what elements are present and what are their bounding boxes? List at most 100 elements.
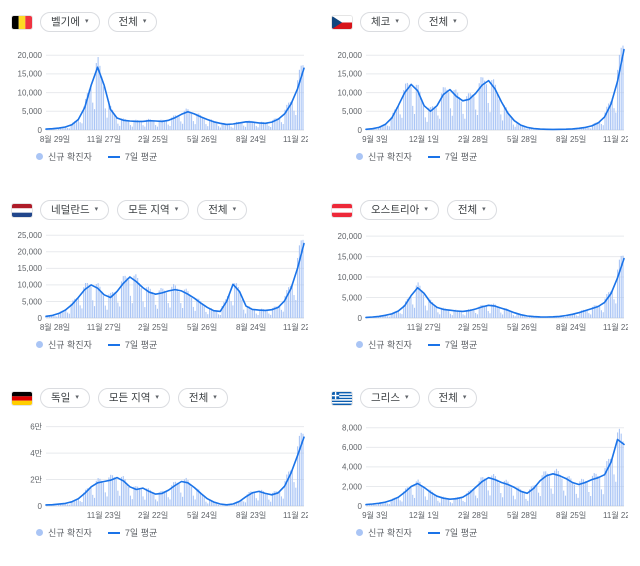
legend-7day-avg-label: 7일 평균 bbox=[124, 528, 158, 538]
new-cases-dot-icon bbox=[356, 153, 363, 160]
scope-dropdown[interactable]: 전체 ▾ bbox=[177, 387, 228, 409]
dropdown-label: 전체 bbox=[188, 391, 209, 404]
daily-cases-bars bbox=[45, 432, 304, 506]
dropdown-label: 전체 bbox=[208, 203, 228, 216]
y-axis-label: 10,000 bbox=[338, 273, 363, 282]
chart-controls: 벨기에 ▾ 전체 ▾ bbox=[12, 10, 308, 34]
country-dropdown[interactable]: 오스트리아 ▾ bbox=[360, 199, 439, 221]
chevron-down-icon: ▾ bbox=[395, 17, 399, 25]
chart-panel-czechia: 체코 ▾ 전체 ▾ 20,000 15,000 10,000 5,000 0 9월 3일 12월 1… bbox=[320, 0, 640, 188]
scope-dropdown[interactable]: 전체 ▾ bbox=[417, 11, 468, 33]
scope-dropdown[interactable]: 전체 ▾ bbox=[427, 387, 478, 409]
x-axis-label: 2월 25일 bbox=[458, 322, 488, 332]
legend-new-cases-label: 신규 확진자 bbox=[368, 152, 412, 162]
cases-chart[interactable]: 25,000 20,000 15,000 10,000 5,000 08월 28일 11월 … bbox=[12, 226, 308, 336]
y-axis-label: 0 bbox=[358, 126, 363, 135]
legend-new-cases: 신규 확진자 bbox=[356, 526, 412, 539]
country-dropdown[interactable]: 체코 ▾ bbox=[360, 11, 410, 33]
new-cases-dot-icon bbox=[36, 529, 43, 536]
legend-7day-avg-label: 7일 평균 bbox=[444, 528, 478, 538]
x-axis-label: 9월 3일 bbox=[362, 510, 388, 520]
chevron-down-icon: ▾ bbox=[213, 393, 217, 401]
chevron-down-icon: ▾ bbox=[75, 393, 79, 401]
avg-line-swatch-icon bbox=[107, 343, 120, 346]
country-dropdown[interactable]: 네덜란드 ▾ bbox=[40, 199, 110, 221]
daily-cases-bars bbox=[45, 57, 304, 130]
chart-legend: 신규 확진자 7일 평균 bbox=[356, 526, 628, 539]
y-axis-label: 2,000 bbox=[342, 482, 363, 491]
y-axis-label: 0 bbox=[38, 126, 43, 135]
cases-chart[interactable]: 20,000 15,000 10,000 5,000 0 11월 27일 2월 25일 5월 … bbox=[332, 226, 628, 336]
cases-chart[interactable]: 20,000 15,000 10,000 5,000 08월 29일 11월 27일 2월 … bbox=[12, 38, 308, 148]
avg-7day-line bbox=[365, 438, 625, 506]
cases-chart[interactable]: 6만 4만 2만 0 11월 23일 2월 22일 5월 24일 8월 23일 11월 22일 bbox=[12, 414, 308, 524]
chart-legend: 신규 확진자 7일 평균 bbox=[36, 150, 308, 163]
x-axis-label: 8월 24일 bbox=[236, 322, 266, 332]
legend-new-cases: 신규 확진자 bbox=[356, 150, 412, 163]
x-axis-label: 5월 26일 bbox=[187, 134, 217, 144]
x-axis-label: 11월 23일 bbox=[87, 510, 121, 520]
dropdown-label: 전체 bbox=[428, 15, 449, 28]
region-dropdown[interactable]: 모든 지역 ▾ bbox=[117, 199, 190, 221]
country-dropdown[interactable]: 그리스 ▾ bbox=[360, 387, 420, 409]
legend-new-cases-label: 신규 확진자 bbox=[368, 528, 412, 538]
chart-controls: 독일 ▾ 모든 지역 ▾ 전체 ▾ bbox=[12, 386, 308, 410]
y-axis-label: 2만 bbox=[30, 475, 42, 484]
chart-controls: 오스트리아 ▾ 전체 ▾ bbox=[332, 198, 628, 222]
y-axis-label: 25,000 bbox=[18, 231, 43, 240]
scope-dropdown[interactable]: 전체 ▾ bbox=[107, 11, 158, 33]
x-axis-label: 12월 1일 bbox=[409, 134, 439, 144]
legend-7day-avg: 7일 평균 bbox=[427, 338, 478, 351]
dropdown-label: 그리스 bbox=[371, 391, 400, 404]
x-axis-label: 5월 26일 bbox=[187, 322, 217, 332]
y-axis-label: 6,000 bbox=[342, 443, 363, 452]
scope-dropdown[interactable]: 전체 ▾ bbox=[446, 199, 497, 221]
avg-7day-line bbox=[365, 257, 625, 319]
dropdown-label: 체코 bbox=[371, 15, 391, 28]
x-axis-label: 11월 22일 bbox=[283, 322, 308, 332]
chevron-down-icon: ▾ bbox=[462, 393, 467, 401]
legend-7day-avg: 7일 평균 bbox=[427, 526, 478, 539]
chevron-down-icon: ▾ bbox=[155, 393, 159, 401]
country-dropdown[interactable]: 벨기에 ▾ bbox=[40, 11, 100, 33]
x-axis-label: 11월 27일 bbox=[87, 322, 121, 332]
y-axis-label: 10,000 bbox=[18, 88, 43, 97]
avg-line-swatch-icon bbox=[427, 343, 440, 346]
x-axis-label: 8월 28일 bbox=[40, 322, 70, 332]
daily-cases-bars bbox=[365, 428, 624, 506]
chevron-down-icon: ▾ bbox=[94, 205, 99, 213]
x-axis-label: 2월 25일 bbox=[138, 134, 168, 144]
x-axis-label: 2월 25일 bbox=[138, 322, 168, 332]
x-axis-label: 8월 23일 bbox=[236, 510, 266, 520]
scope-dropdown[interactable]: 전체 ▾ bbox=[197, 199, 248, 221]
legend-7day-avg-label: 7일 평균 bbox=[444, 152, 478, 162]
x-axis-label: 8월 25일 bbox=[556, 134, 586, 144]
chevron-down-icon: ▾ bbox=[424, 205, 428, 213]
greece-flag-icon bbox=[332, 391, 352, 405]
y-axis-label: 0 bbox=[358, 314, 363, 323]
y-axis-label: 5,000 bbox=[342, 107, 363, 116]
x-axis-label: 11월 22일 bbox=[283, 510, 308, 520]
legend-7day-avg: 7일 평균 bbox=[427, 150, 478, 163]
x-axis-label: 9월 3일 bbox=[362, 134, 388, 144]
x-axis-label: 11월 27일 bbox=[87, 134, 121, 144]
legend-7day-avg-label: 7일 평균 bbox=[444, 340, 478, 350]
austria-flag-icon bbox=[332, 203, 352, 217]
country-dropdown[interactable]: 독일 ▾ bbox=[40, 387, 90, 409]
chart-controls: 네덜란드 ▾ 모든 지역 ▾ 전체 ▾ bbox=[12, 198, 308, 222]
region-dropdown[interactable]: 모든 지역 ▾ bbox=[97, 387, 170, 409]
germany-flag-icon bbox=[12, 391, 32, 405]
cases-chart[interactable]: 20,000 15,000 10,000 5,000 09월 3일 12월 1일 2월 28… bbox=[332, 38, 628, 148]
avg-7day-line bbox=[45, 242, 305, 318]
y-axis-label: 5,000 bbox=[22, 107, 43, 116]
y-axis-label: 0 bbox=[38, 502, 43, 511]
cases-chart[interactable]: 8,000 6,000 4,000 2,000 09월 3일 12월 1일 2월 28일 5월… bbox=[332, 414, 628, 524]
y-axis-label: 5,000 bbox=[342, 293, 363, 302]
daily-cases-bars bbox=[365, 255, 624, 318]
chart-legend: 신규 확진자 7일 평균 bbox=[36, 338, 308, 351]
y-axis-label: 10,000 bbox=[18, 281, 43, 290]
dropdown-label: 모든 지역 bbox=[108, 391, 151, 404]
netherlands-flag-icon bbox=[12, 203, 32, 217]
x-axis-label: 8월 24일 bbox=[556, 322, 586, 332]
